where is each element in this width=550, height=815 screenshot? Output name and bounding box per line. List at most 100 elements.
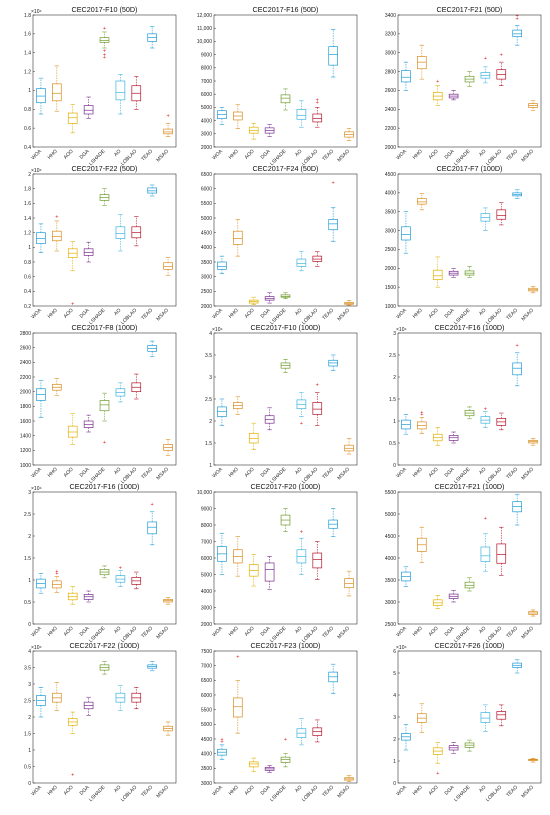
box-MSAO (344, 570, 354, 597)
y-tick-label: 5500 (201, 707, 212, 713)
box-AO (115, 685, 126, 711)
y-tick-label: 1.5 (24, 556, 31, 562)
x-tick-label: TEAO (321, 308, 335, 322)
box-LSHADE (280, 359, 291, 373)
iqr-box (248, 761, 259, 768)
outlier-point: + (420, 410, 423, 416)
x-tick-label: WOA (30, 466, 43, 479)
iqr-box (328, 219, 338, 231)
y-tick-label: 3 (28, 682, 31, 688)
iqr-box (217, 406, 227, 417)
box-LSHADE (464, 577, 475, 592)
panel-title: CEC2017-F10 (50D) (72, 5, 138, 14)
box-DGA (264, 292, 275, 304)
outlier-point: + (516, 17, 519, 23)
y-tick-label: 5000 (201, 216, 212, 222)
outlier-point: + (500, 52, 503, 58)
panel-1: CEC2017-F10 (50D) ×10⁴ 0.4 0.6 0.8 1 1.2 1.4 1.6… (24, 5, 177, 167)
y-tick-label: 3 (28, 490, 31, 496)
x-tick-label: MSAO (520, 308, 535, 323)
box-HHO (52, 378, 62, 396)
x-tick-label: WOA (211, 625, 224, 638)
x-tick-label: TEAO (321, 149, 335, 163)
y-tick-label: 2000 (201, 145, 212, 151)
y-tick-label: 7000 (201, 79, 212, 85)
y-tick-label: 1400 (20, 433, 31, 439)
x-tick-label: AOO (63, 149, 75, 161)
y-tick-label: 1200 (20, 448, 31, 454)
x-tick-label: DGA (260, 625, 272, 637)
x-tick-label: TEAO (140, 467, 154, 481)
box-MSAO (344, 438, 354, 455)
box-TEAO: + (147, 502, 157, 546)
iqr-box (248, 432, 259, 444)
iqr-box (280, 94, 291, 104)
panel-title: CEC2017-F20 (100D) (251, 482, 321, 491)
y-tick-label: 2500 (201, 289, 212, 295)
x-tick-label: TEAO (140, 149, 154, 163)
iqr-box (163, 262, 173, 270)
outlier-point: + (300, 421, 303, 427)
axis-exponent: ×10⁴ (396, 327, 407, 333)
box-AO (296, 251, 307, 272)
y-tick-label: 1.4 (24, 216, 31, 222)
box-HHO (233, 219, 243, 257)
y-tick-label: 0.5 (389, 441, 396, 447)
iqr-box (115, 80, 126, 101)
panel-6: CEC2017-F7 (100D) 1000 1500 2000 2500 3000 350… (385, 164, 542, 326)
y-tick-label: 1 (28, 88, 31, 94)
y-tick-label: 3000 (201, 605, 212, 611)
x-tick-label: AO (294, 626, 303, 635)
y-tick-label: 2.5 (24, 512, 31, 518)
box-WOA (36, 77, 46, 115)
box-MSAO (344, 300, 354, 306)
x-tick-label: WOA (30, 307, 43, 320)
box-HHO (233, 104, 243, 129)
outlier-point: + (103, 55, 106, 61)
box-LSHADE: + (99, 392, 110, 446)
x-tick-label: MSAO (155, 308, 170, 323)
iqr-box (233, 230, 243, 245)
iqr-box (512, 362, 522, 376)
x-tick-label: TEAO (321, 626, 335, 640)
box-TEAO (328, 663, 338, 694)
iqr-box (147, 187, 157, 194)
x-tick-label: AOO (428, 467, 440, 479)
y-tick-label: 2000 (20, 389, 31, 395)
y-tick-label: 4000 (201, 751, 212, 757)
x-tick-label: DGA (79, 466, 91, 478)
y-tick-label: 4000 (201, 118, 212, 124)
axis-exponent: ×10⁴ (31, 168, 42, 174)
x-tick-label: TEAO (140, 626, 154, 640)
x-tick-label: AOO (63, 467, 75, 479)
box-HHO (52, 65, 62, 112)
x-tick-label: AO (294, 785, 303, 794)
y-tick-label: 3500 (201, 766, 212, 772)
y-tick-label: 11,000 (197, 26, 212, 32)
y-tick-label: 3400 (385, 13, 396, 19)
y-tick-label: 8000 (201, 523, 212, 529)
panel-12: CEC2017-F21 (100D) 2500 3000 3500 4000 4500 50… (385, 482, 542, 644)
box-WOA (36, 686, 46, 718)
outlier-point: + (516, 343, 519, 349)
box-MSAO (344, 775, 354, 782)
x-tick-label: TEAO (140, 785, 154, 799)
x-tick-label: LOBLAO (485, 785, 503, 803)
box-MSAO (528, 758, 538, 763)
panel-14: CEC2017-F23 (100D) 3000 3500 4000 4500 5000 55… (201, 641, 358, 803)
y-tick-label: 2 (393, 737, 396, 743)
box-LOBLAO (312, 719, 323, 743)
box-LSHADE: + (280, 737, 291, 768)
box-HHO: + (233, 655, 243, 734)
y-tick-label: 2400 (20, 360, 31, 366)
box-TEAO (147, 26, 157, 49)
x-tick-label: TEAO (505, 785, 519, 799)
box-AOO: + (67, 711, 78, 779)
box-MSAO (163, 257, 173, 276)
iqr-box (36, 88, 46, 104)
y-tick-label: 5000 (385, 512, 396, 518)
x-tick-label: MSAO (520, 149, 535, 164)
box-MSAO (163, 439, 173, 456)
